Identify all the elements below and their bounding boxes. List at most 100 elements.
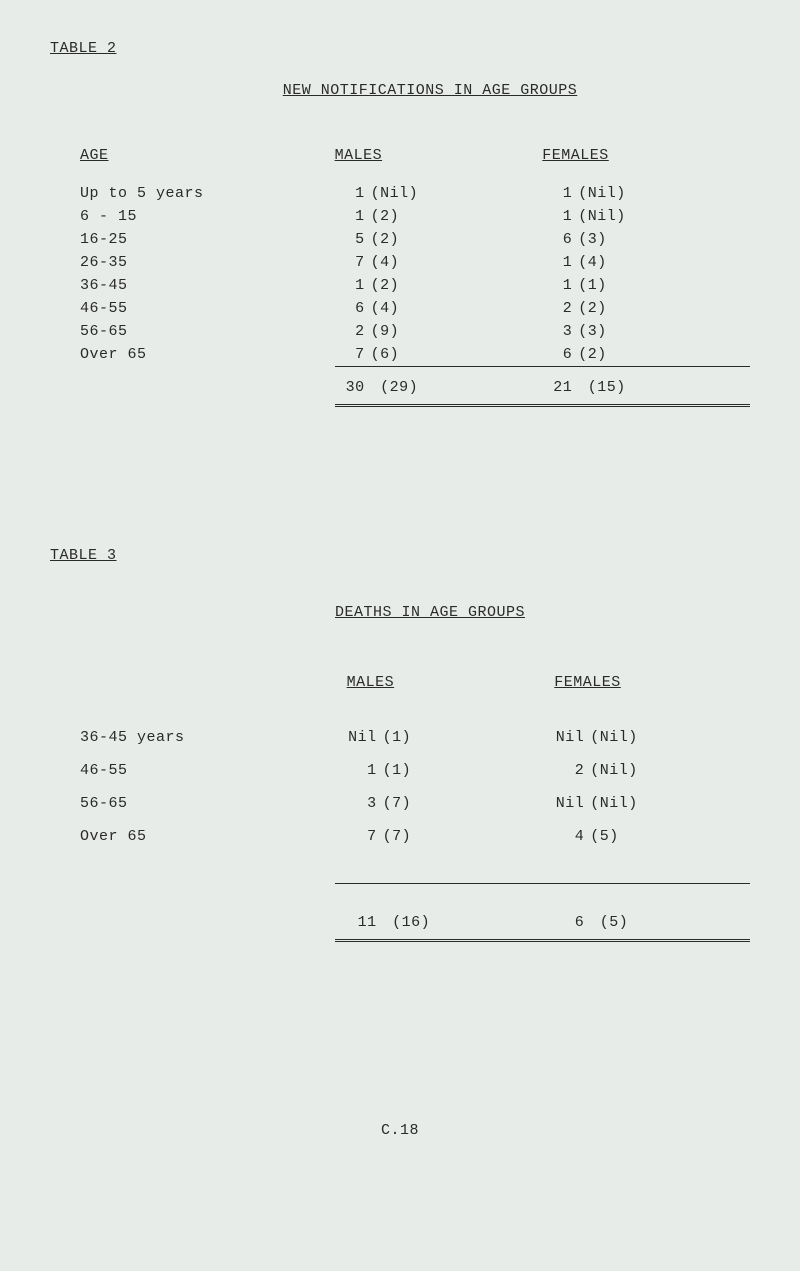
females-n: 1 bbox=[542, 208, 572, 225]
males-p: (4) bbox=[371, 254, 400, 271]
males-cell: 1(2) bbox=[335, 274, 543, 297]
females-n: 2 bbox=[542, 300, 572, 317]
males-p: (7) bbox=[383, 795, 412, 812]
table3-totals-row: 11 (16) 6 (5) bbox=[80, 884, 750, 941]
males-p: (2) bbox=[371, 277, 400, 294]
table-row: Up to 5 years1(Nil)1(Nil) bbox=[80, 182, 750, 205]
total-females-p: (15) bbox=[588, 379, 626, 396]
females-n: 1 bbox=[542, 277, 572, 294]
females-p: (Nil) bbox=[578, 185, 626, 202]
females-p: (Nil) bbox=[590, 795, 638, 812]
males-n: 2 bbox=[335, 323, 365, 340]
males-n: 1 bbox=[335, 208, 365, 225]
total-females-p: (5) bbox=[600, 914, 629, 931]
females-cell: 1 (Nil) bbox=[542, 205, 750, 228]
males-cell: 7 (7) bbox=[335, 820, 543, 853]
females-cell: 2(Nil) bbox=[542, 754, 750, 787]
males-p: (2) bbox=[371, 208, 400, 225]
females-cell: 6 (2) bbox=[542, 343, 750, 367]
table3-total-males: 11 (16) bbox=[335, 884, 543, 941]
table-row: 16-255 (2) 6 (3) bbox=[80, 228, 750, 251]
males-n: 7 bbox=[335, 828, 377, 845]
age-cell: 36-45 years bbox=[80, 721, 335, 754]
males-p: (7) bbox=[383, 828, 412, 845]
table3-label: TABLE 3 bbox=[50, 547, 750, 564]
males-p: (Nil) bbox=[371, 185, 419, 202]
age-cell: 46-55 bbox=[80, 754, 335, 787]
age-cell: 36-45 bbox=[80, 274, 335, 297]
males-p: (6) bbox=[371, 346, 400, 363]
males-cell: 1 (Nil) bbox=[335, 182, 543, 205]
age-cell: 56-65 bbox=[80, 787, 335, 820]
males-p: (2) bbox=[371, 231, 400, 248]
total-males-p: (16) bbox=[392, 914, 430, 931]
table-row: Over 657(7)4(5) bbox=[80, 820, 750, 853]
females-cell: 1(1) bbox=[542, 274, 750, 297]
females-p: (Nil) bbox=[578, 208, 626, 225]
males-n: 1 bbox=[335, 762, 377, 779]
males-cell: 6 (4) bbox=[335, 297, 543, 320]
females-n: 4 bbox=[542, 828, 584, 845]
females-n: 6 bbox=[542, 346, 572, 363]
table-row: 56-652(9)3(3) bbox=[80, 320, 750, 343]
females-n: Nil bbox=[542, 729, 584, 746]
table2-title: NEW NOTIFICATIONS IN AGE GROUPS bbox=[110, 82, 750, 99]
table-row: 36-451(2)1(1) bbox=[80, 274, 750, 297]
col-males-header: MALES bbox=[335, 144, 543, 182]
males-cell: 5 (2) bbox=[335, 228, 543, 251]
table2-header-row: AGE MALES FEMALES bbox=[80, 144, 750, 182]
table2-total-males: 30 (29) bbox=[335, 367, 543, 406]
females-p: (2) bbox=[578, 300, 607, 317]
age-cell: 16-25 bbox=[80, 228, 335, 251]
females-cell: 2 (2) bbox=[542, 297, 750, 320]
page-footer: C.18 bbox=[50, 1122, 750, 1139]
age-cell: Over 65 bbox=[80, 820, 335, 853]
col-females-header: FEMALES bbox=[542, 144, 750, 182]
females-p: (3) bbox=[578, 323, 607, 340]
table3-title: DEATHS IN AGE GROUPS bbox=[110, 604, 750, 621]
females-p: (4) bbox=[578, 254, 607, 271]
females-cell: 3(3) bbox=[542, 320, 750, 343]
males-n: 1 bbox=[335, 185, 365, 202]
table2: AGE MALES FEMALES Up to 5 years1(Nil)1(N… bbox=[80, 144, 750, 407]
col-females-header: FEMALES bbox=[542, 666, 750, 721]
table2-totals-row: 30 (29) 21 (15) bbox=[80, 367, 750, 406]
females-cell: Nil (Nil) bbox=[542, 721, 750, 754]
table3-header-row: MALES FEMALES bbox=[80, 666, 750, 721]
males-cell: 2 (9) bbox=[335, 320, 543, 343]
males-cell: 3(7) bbox=[335, 787, 543, 820]
males-cell: Nil(1) bbox=[335, 721, 543, 754]
females-p: (Nil) bbox=[590, 729, 638, 746]
age-cell: 46-55 bbox=[80, 297, 335, 320]
males-cell: 1 (1) bbox=[335, 754, 543, 787]
females-cell: 1 (4) bbox=[542, 251, 750, 274]
table-row: 26-357 (4) 1 (4) bbox=[80, 251, 750, 274]
table-row: 56-653(7)Nil(Nil) bbox=[80, 787, 750, 820]
table-row: Over 657(6)6(2) bbox=[80, 343, 750, 367]
males-p: (1) bbox=[383, 729, 412, 746]
males-p: (4) bbox=[371, 300, 400, 317]
col-males-header: MALES bbox=[335, 666, 543, 721]
males-n: 5 bbox=[335, 231, 365, 248]
females-n: 6 bbox=[542, 231, 572, 248]
total-females-n: 6 bbox=[542, 914, 584, 931]
table3-total-females: 6 (5) bbox=[542, 884, 750, 941]
males-n: 7 bbox=[335, 254, 365, 271]
females-p: (2) bbox=[578, 346, 607, 363]
males-p: (1) bbox=[383, 762, 412, 779]
total-males-p: (29) bbox=[380, 379, 418, 396]
females-cell: 6 (3) bbox=[542, 228, 750, 251]
males-p: (9) bbox=[371, 323, 400, 340]
males-n: 7 bbox=[335, 346, 365, 363]
females-p: (3) bbox=[578, 231, 607, 248]
males-cell: 1 (2) bbox=[335, 205, 543, 228]
table2-label: TABLE 2 bbox=[50, 40, 750, 57]
table-row: 6 - 151(2)1(Nil) bbox=[80, 205, 750, 228]
females-n: 1 bbox=[542, 254, 572, 271]
males-n: 6 bbox=[335, 300, 365, 317]
age-cell: Up to 5 years bbox=[80, 182, 335, 205]
total-males-n: 11 bbox=[335, 914, 377, 931]
age-cell: 26-35 bbox=[80, 251, 335, 274]
females-n: 1 bbox=[542, 185, 572, 202]
table-row: 46-551 (1) 2(Nil) bbox=[80, 754, 750, 787]
